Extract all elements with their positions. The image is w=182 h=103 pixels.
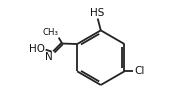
- Text: HS: HS: [90, 8, 104, 18]
- Text: Cl: Cl: [134, 66, 145, 76]
- Text: HO: HO: [29, 44, 45, 54]
- Text: N: N: [45, 52, 53, 62]
- Text: CH₃: CH₃: [42, 28, 58, 37]
